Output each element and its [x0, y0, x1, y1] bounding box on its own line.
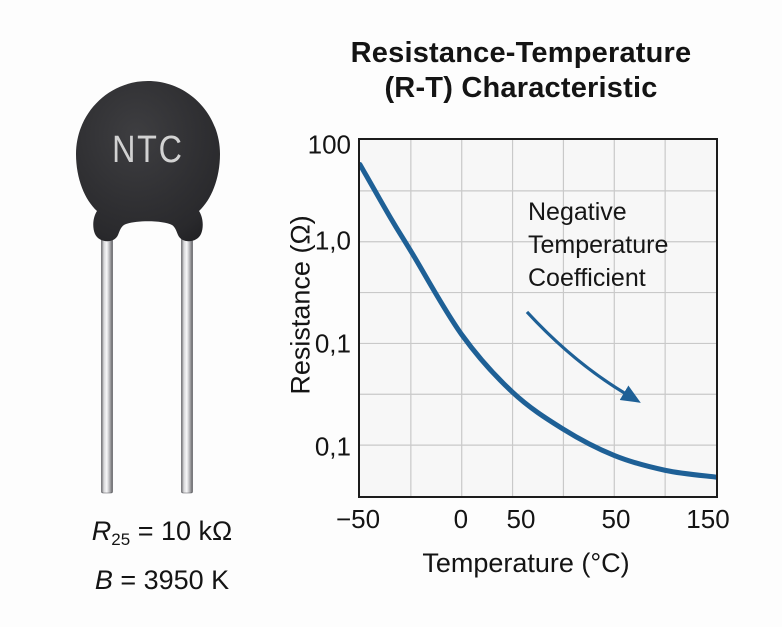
thermistor-label: NTC [112, 129, 183, 171]
spec-r25: R25 = 10 kΩ [36, 511, 288, 560]
x-tick-label: 50 [601, 504, 631, 534]
spec-b-symbol: B [94, 565, 113, 595]
x-tick-label: 50 [506, 504, 536, 534]
component-specs: R25 = 10 kΩ B = 3950 K [36, 511, 288, 600]
rt-curve-svg [360, 140, 716, 496]
x-tick-label: 0 [453, 504, 469, 534]
spec-b-value: = 3950 K [112, 565, 230, 595]
thermistor-body [76, 81, 220, 242]
chart-title: Resistance-Temperature (R-T) Characteris… [331, 36, 711, 106]
y-tick-label: 0,1 [314, 328, 351, 359]
annotation-line: Coefficient [528, 264, 646, 292]
annotation-line: Temperature [528, 231, 669, 259]
annotation-line: Negative [528, 198, 627, 226]
x-axis-label: Temperature (°C) [422, 548, 630, 578]
lead-right-wire [181, 229, 193, 494]
y-tick-label: 1,0 [314, 225, 351, 256]
y-tick-label: 0,1 [314, 431, 351, 462]
spec-r25-symbol: R [91, 516, 112, 546]
y-tick-label: 100 [307, 129, 351, 160]
chart-title-line1: Resistance-Temperature [350, 37, 692, 69]
plot-area: Negative Temperature Coefficient [358, 138, 718, 498]
spec-r25-value: = 10 kΩ [130, 516, 233, 546]
x-tick-label: −50 [335, 504, 381, 534]
spec-r25-subscript: 25 [111, 530, 131, 549]
spec-b: B = 3950 K [36, 560, 288, 600]
x-tick-label: 150 [686, 504, 730, 534]
lead-left-wire [101, 229, 113, 494]
chart-title-line2: (R-T) Characteristic [384, 72, 658, 104]
y-axis-label: Resistance (Ω) [285, 215, 316, 395]
ntc-direction-arrow [525, 310, 641, 403]
rt-curve [360, 162, 716, 480]
ntc-annotation: Negative Temperature Coefficient [528, 196, 668, 295]
